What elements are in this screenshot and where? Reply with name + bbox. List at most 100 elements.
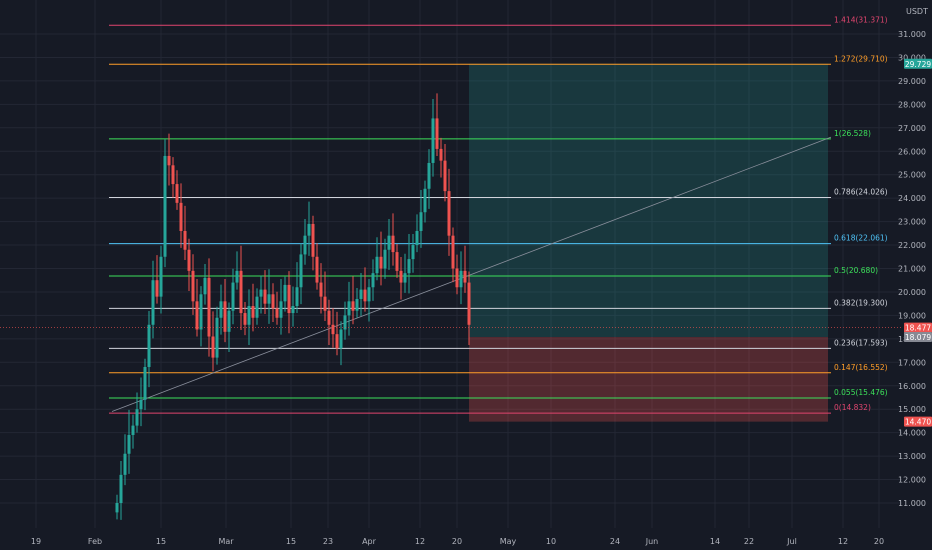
candle-body [419,212,423,231]
candle-body [287,284,291,314]
price-tick-label: 15.000 [898,405,926,414]
candle-body [439,148,443,161]
candle-body [355,298,359,311]
price-tick-label: 12.000 [898,476,926,485]
candle-body [371,273,375,288]
profit-zone[interactable] [469,63,828,337]
candle-body [135,409,139,426]
time-tick-label: 14 [710,537,720,546]
fib-level-label: 1(26.528) [834,129,871,138]
candle-body [159,256,163,297]
candle-body [383,249,387,269]
candle-body [203,277,207,295]
candle-body [223,301,227,332]
trendline[interactable] [111,136,832,412]
fib-level-label: 0.618(22.061) [834,234,888,243]
candle-body [283,284,287,302]
price-tick-label: 25.000 [898,171,926,180]
candle-body [387,235,391,250]
price-tag [904,416,932,427]
fib-level-label: 0.382(19.300) [834,298,888,307]
candle-body [175,184,179,203]
candle-body [447,191,451,236]
candle-body [247,306,251,325]
price-tick-label: 11.000 [898,499,926,508]
candle-body [299,254,303,288]
time-axis[interactable]: 19 Feb 15 Mar 15 23 Apr 12 20 May 10 24 Jun 14 22 Jul 12… [31,537,884,546]
price-tick-label: 19.000 [898,311,926,320]
candle-body [443,160,447,192]
price-tag [904,322,932,333]
candle-body [411,245,415,260]
candle-body [427,162,431,189]
candle-body [403,273,407,283]
candle-body [207,277,211,337]
fib-level-label: 1.414(31.371) [834,15,888,24]
time-tick-label: 12 [838,537,848,546]
price-tick-label: 31.000 [898,30,926,39]
price-tick-label: 17.000 [898,358,926,367]
candle-body [311,223,315,257]
candle-body [367,287,371,302]
candle-body [435,118,439,149]
price-tick-label: 23.000 [898,218,926,227]
candle-body [359,289,363,299]
time-tick-label: 19 [31,537,41,546]
candle-body [139,399,143,410]
candle-body [455,268,459,288]
price-tick-label: 20.000 [898,288,926,297]
price-tag-label: 18.477 [905,324,931,333]
time-tick-label: 24 [610,537,620,546]
price-tag [904,331,932,342]
candle-body [195,301,199,330]
candle-body [375,256,379,274]
time-tick-label: 10 [546,537,556,546]
price-tick-label: 30.000 [898,53,926,62]
fib-level-label: 0.786(24.026) [834,188,888,197]
price-tick-label: 29.000 [898,77,926,86]
candle-body [191,270,195,302]
fib-level-label: 1.272(29.710) [834,54,888,63]
price-tick-label: 24.000 [898,194,926,203]
time-tick-label: Jun [645,537,659,546]
trendline-segment[interactable] [111,136,832,412]
candle-body [127,434,131,454]
time-tick-label: 20 [452,537,462,546]
candle-body [131,425,135,435]
candle-body [407,259,411,274]
candle-body [303,235,307,255]
candle-body [399,270,403,283]
candle-body [219,301,223,318]
candle-body [339,329,343,349]
candle-body [167,155,171,166]
currency-label: USDT [906,7,928,16]
candle-body [395,252,399,271]
candle-body [351,301,355,311]
candle-body [263,289,267,304]
candle-body [327,310,331,325]
candle-body [215,317,219,358]
time-tick-label: 15 [286,537,296,546]
candle-body [279,301,283,318]
time-tick-label: Feb [88,537,102,546]
price-tick-label: 21.000 [898,265,926,274]
candle-body [363,289,367,302]
candle-body [315,256,319,283]
candle-body [235,270,239,283]
candle-body [267,294,271,304]
price-tag-label: 18.079 [905,333,931,342]
time-tick-label: 12 [415,537,425,546]
price-tick-label: 13.000 [898,452,926,461]
candle-body [343,315,347,330]
long-position-tool[interactable] [469,63,828,422]
candle-body [227,310,231,332]
price-axis[interactable]: 31.000 30.000 29.000 28.000 27.000 26.000 25.0… [898,30,932,508]
stop-loss-zone[interactable] [469,336,828,422]
candle-body [259,289,263,297]
candle-body [115,503,119,513]
candle-body [423,188,427,213]
candle-body [307,223,311,236]
fib-level-label: 0.236(17.593) [834,338,888,347]
candle-body [295,287,299,307]
